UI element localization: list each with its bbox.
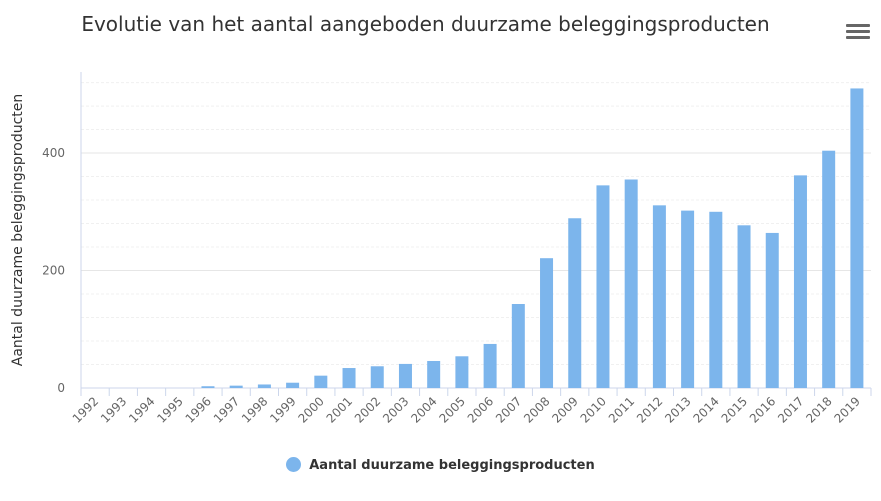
x-tick-label: 2015: [719, 394, 750, 425]
bar: [652, 205, 666, 388]
y-tick-label: 400: [42, 146, 65, 160]
x-tick-label: 2011: [606, 394, 637, 425]
bar: [455, 356, 469, 388]
x-tick-label: 1998: [239, 394, 270, 425]
x-tick-label: 1997: [211, 394, 242, 425]
bar: [511, 304, 525, 388]
legend-item[interactable]: Aantal duurzame beleggingsproducten: [0, 457, 881, 473]
x-tick-label: 1996: [183, 394, 214, 425]
bar: [257, 384, 271, 388]
bar: [342, 368, 356, 388]
bar: [229, 385, 243, 388]
bar: [370, 366, 384, 388]
x-tick-label: 2002: [352, 394, 383, 425]
x-tick-label: 2014: [690, 394, 721, 425]
x-tick-label: 2016: [747, 394, 778, 425]
bar: [540, 258, 554, 388]
bar: [201, 386, 215, 388]
x-tick-label: 2003: [380, 394, 411, 425]
x-tick-label: 1994: [126, 394, 157, 425]
x-tick-label: 2007: [493, 394, 524, 425]
bar: [709, 211, 723, 388]
x-tick-label: 1995: [154, 394, 185, 425]
legend-marker-icon: [286, 457, 302, 472]
x-tick-label: 2000: [295, 394, 326, 425]
bar: [596, 185, 610, 388]
x-tick-label: 2006: [465, 394, 496, 425]
y-tick-label: 200: [42, 264, 65, 278]
x-tick-label: 1999: [267, 394, 298, 425]
bar: [427, 360, 441, 388]
x-tick-label: 2017: [775, 394, 806, 425]
bar: [765, 232, 779, 388]
bar: [737, 225, 751, 388]
x-tick-label: 2012: [634, 394, 665, 425]
bar: [822, 150, 836, 388]
bar: [286, 382, 300, 388]
hamburger-menu-icon[interactable]: [846, 22, 870, 42]
x-tick-label: 2018: [803, 394, 834, 425]
x-tick-label: 2009: [549, 394, 580, 425]
bar: [624, 179, 638, 388]
bar: [793, 175, 807, 388]
bar: [314, 375, 328, 388]
bar: [568, 218, 582, 388]
y-axis-title: Aantal duurzame beleggingsproducten: [10, 94, 26, 367]
bar: [398, 363, 412, 388]
chart-title: Evolutie van het aantal aangeboden duurz…: [81, 12, 770, 36]
y-tick-label: 0: [57, 381, 65, 395]
bar: [850, 88, 864, 388]
x-tick-label: 2004: [408, 394, 439, 425]
x-tick-label: 2008: [521, 394, 552, 425]
bar: [681, 210, 695, 388]
legend-label: Aantal duurzame beleggingsproducten: [309, 458, 595, 473]
x-tick-label: 2010: [578, 394, 609, 425]
x-tick-label: 1993: [98, 394, 129, 425]
x-tick-label: 1992: [70, 394, 101, 425]
x-tick-label: 2001: [324, 394, 355, 425]
x-tick-label: 2013: [662, 394, 693, 425]
x-tick-label: 2019: [832, 394, 863, 425]
x-tick-label: 2005: [437, 394, 468, 425]
bar: [483, 343, 497, 388]
